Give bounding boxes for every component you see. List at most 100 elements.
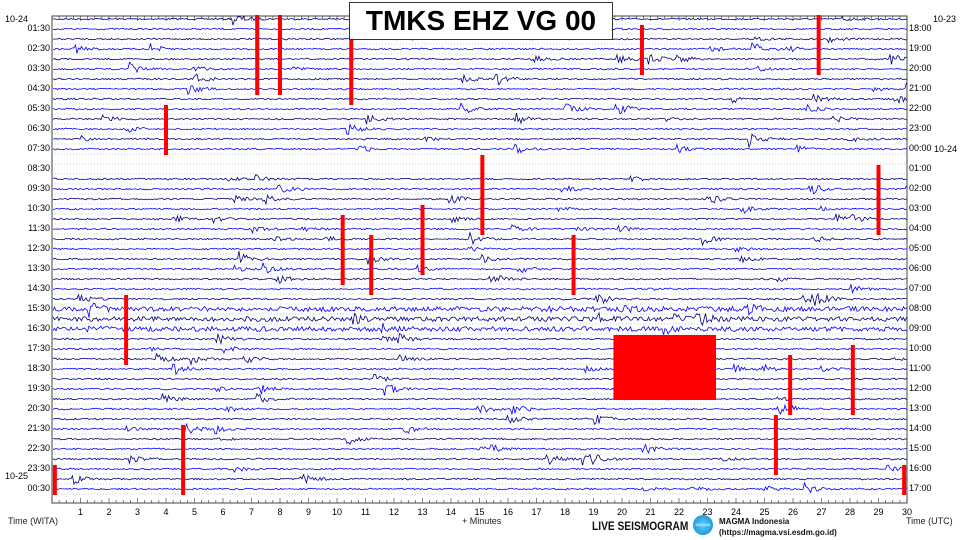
clipped-signal-mark	[278, 15, 282, 95]
right-time-label: 00:00	[909, 143, 932, 153]
seismic-trace	[52, 246, 907, 253]
x-tick-label: 6	[220, 507, 226, 517]
left-date-bottom: 10-25	[5, 471, 29, 481]
seismic-trace	[52, 82, 907, 96]
right-time-label: 07:00	[909, 283, 932, 293]
right-time-label: 14:00	[909, 423, 932, 433]
seismic-trace	[52, 224, 907, 235]
x-tick-label: 29	[873, 507, 884, 517]
clipped-signal-mark	[480, 155, 485, 235]
x-tick-label: 1	[77, 507, 83, 517]
seismic-trace	[52, 443, 907, 454]
left-time-label: 05:30	[27, 103, 50, 113]
left-time-label: 18:30	[27, 363, 50, 373]
clipped-signal-mark	[420, 205, 425, 275]
clipped-signal-mark	[850, 345, 855, 415]
seismic-trace	[52, 473, 907, 486]
seismic-trace	[53, 174, 907, 183]
seismic-trace	[52, 112, 907, 125]
seismic-trace	[52, 292, 907, 306]
right-time-label: 11:00	[909, 363, 931, 373]
seismic-trace	[52, 346, 907, 354]
right-time-label: 20:00	[909, 63, 932, 73]
right-time-label: 12:00	[909, 383, 932, 393]
left-axis-label: Time (WITA)	[8, 516, 58, 526]
left-date-top: 10-24	[5, 14, 29, 24]
x-tick-label: 19	[588, 507, 599, 517]
right-time-label: 03:00	[909, 203, 932, 213]
seismic-trace	[52, 352, 907, 367]
x-tick-label: 17	[531, 507, 542, 517]
left-time-label: 01:30	[27, 23, 50, 33]
seismic-trace	[52, 363, 907, 376]
seismic-trace	[52, 41, 907, 54]
x-tick-label: 30	[901, 507, 912, 517]
clipped-signal-mark	[816, 15, 821, 75]
right-date-top: 10-23	[933, 14, 957, 24]
clipped-signal-mark	[181, 425, 186, 495]
seismic-trace	[52, 373, 907, 383]
left-time-label: 22:30	[27, 443, 50, 453]
org-url[interactable]: (https://magma.vsi.esdm.go.id)	[719, 528, 837, 537]
left-time-label: 03:30	[27, 63, 50, 73]
left-time-label: 07:30	[27, 143, 50, 153]
x-tick-label: 23	[702, 507, 713, 517]
x-tick-label: 15	[474, 507, 485, 517]
right-time-label: 23:00	[909, 123, 932, 133]
seismic-trace	[52, 322, 907, 335]
seismic-trace	[52, 261, 907, 274]
right-time-label: 09:00	[909, 323, 932, 333]
seismic-trace	[52, 184, 907, 195]
seismic-trace	[52, 333, 907, 345]
clipped-signal-mark	[255, 15, 260, 95]
left-time-label: 16:30	[27, 323, 50, 333]
seismic-trace	[52, 231, 907, 247]
seismic-trace	[52, 133, 907, 149]
seismic-trace	[52, 414, 907, 426]
x-tick-label: 11	[360, 507, 371, 517]
right-time-label: 17:00	[909, 483, 932, 493]
clipped-signal-mark	[639, 25, 644, 75]
right-time-label: 01:00	[909, 163, 932, 173]
seismic-trace	[52, 311, 907, 327]
x-tick-label: 26	[787, 507, 798, 517]
x-tick-label: 25	[759, 507, 770, 517]
left-time-label: 08:30	[27, 163, 50, 173]
x-tick-label: 20	[616, 507, 627, 517]
clipped-signal-mark	[52, 465, 57, 495]
x-tick-label: 12	[388, 507, 399, 517]
seismic-trace	[52, 464, 907, 473]
left-time-label: 13:30	[27, 263, 50, 273]
station-title: TMKS EHZ VG 00	[349, 2, 613, 40]
x-tick-label: 9	[305, 507, 311, 517]
seismic-trace	[52, 436, 907, 445]
x-tick-label: 10	[331, 507, 342, 517]
seismic-trace	[52, 302, 907, 318]
left-time-label: 10:30	[27, 203, 50, 213]
right-time-label: 13:00	[909, 403, 932, 413]
live-seismogram-label: LIVE SEISMOGRAM	[592, 519, 689, 533]
clipped-signal-mark	[773, 415, 778, 475]
seismic-trace	[52, 403, 907, 416]
x-tick-label: 28	[844, 507, 855, 517]
org-name: MAGMA Indonesia	[719, 517, 790, 526]
x-tick-label: 2	[106, 507, 112, 517]
seismic-trace	[52, 61, 907, 74]
left-time-label: 14:30	[27, 283, 50, 293]
x-tick-label: 27	[816, 507, 827, 517]
clipped-signal-mark	[340, 215, 345, 285]
clipped-signal-mark	[164, 105, 168, 155]
clipped-signal-mark	[369, 235, 374, 295]
x-axis-label: + Minutes	[462, 516, 502, 526]
x-tick-label: 3	[134, 507, 140, 517]
x-tick-label: 18	[559, 507, 570, 517]
seismic-trace	[52, 481, 907, 494]
x-tick-label: 22	[673, 507, 684, 517]
seismic-trace	[52, 53, 907, 65]
seismic-trace	[52, 422, 907, 435]
x-tick-label: 24	[730, 507, 741, 517]
x-tick-label: 7	[248, 507, 254, 517]
left-time-label: 21:30	[27, 423, 50, 433]
seismic-trace	[52, 392, 907, 404]
